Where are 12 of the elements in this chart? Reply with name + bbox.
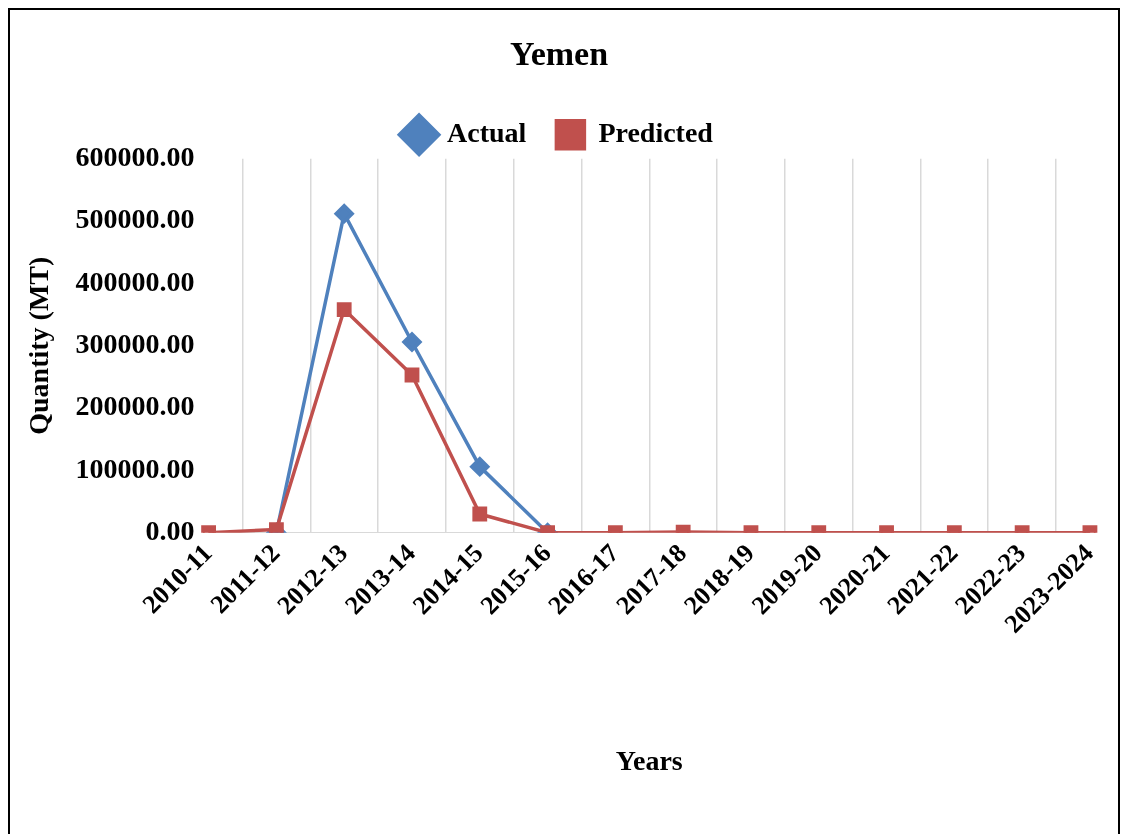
y-tick-label: 400000.00 <box>75 265 195 297</box>
x-axis-title: Years <box>615 745 683 777</box>
y-tick-label: 500000.00 <box>75 203 195 235</box>
y-tick-label: 200000.00 <box>75 390 195 422</box>
y-tick-label: 600000.00 <box>75 141 195 173</box>
y-tick-label: 300000.00 <box>75 327 195 359</box>
legend-label: Actual <box>447 117 527 149</box>
y-tick-label: 100000.00 <box>75 452 195 484</box>
y-tick-label: 0.00 <box>145 514 195 546</box>
legend-label: Predicted <box>598 117 714 149</box>
y-axis-title: Quantity (MT) <box>23 256 55 435</box>
chart-title: Yemen <box>509 35 609 73</box>
